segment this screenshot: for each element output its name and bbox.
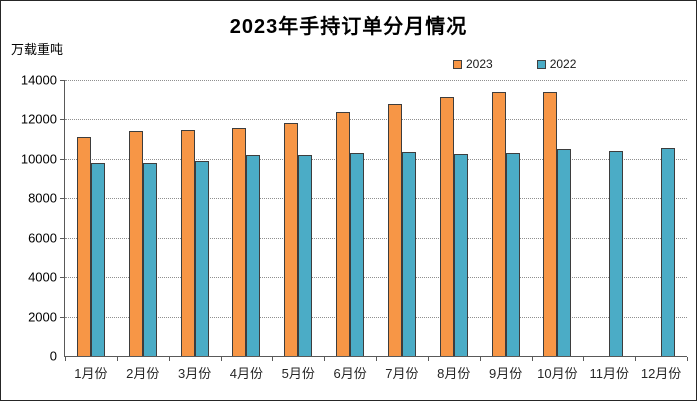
x-axis-tick [427,357,429,361]
bar-group-8月份 [428,80,480,356]
x-axis-tick [687,357,688,361]
y-tick-label-8000: 8000 [28,190,57,206]
gridline-8000 [65,198,687,200]
legend: 2023 2022 [453,57,576,71]
legend-swatch-2023 [453,59,462,69]
bar-2022-1月份 [90,162,105,356]
bar-2022-10月份 [557,149,572,356]
bar-2022-3月份 [194,160,209,356]
bar-2022-2月份 [142,162,157,356]
y-tick-label-4000: 4000 [28,269,57,285]
bar-2023-9月份 [491,91,506,356]
plot-area: 0 2000 4000 6000 8000 10000 12000 14000 1月份 2月份 3月… [21,73,688,381]
gridline-12000 [65,119,687,121]
bar-group-7月份 [376,80,428,356]
bar-2023-5月份 [284,123,299,356]
x-axis-tick [168,357,170,361]
x-axis-tick [531,357,533,361]
legend-item-2022: 2022 [536,57,577,71]
x-axis-tick [583,357,585,361]
x-axis-tick [272,357,274,361]
x-axis-label-10月份: 10月份 [537,366,578,381]
y-axis-tick [60,158,64,160]
legend-item-2023: 2023 [453,57,493,71]
y-tick-label-10000: 10000 [20,151,57,167]
bar-2022-4月份 [246,154,261,356]
x-axis-tick [479,357,481,361]
y-tick-label-0: 0 [49,348,57,364]
bar-2022-9月份 [505,152,520,356]
bar-2022-12月份 [661,148,676,356]
x-axis-label-8月份: 8月份 [437,366,471,381]
y-axis-tick [60,237,64,239]
x-axis-tick [65,357,66,361]
x-axis-tick [220,357,222,361]
legend-swatch-2022 [536,59,546,69]
gridline-10000 [65,158,687,160]
y-axis-tick [60,80,64,81]
bar-2023-4月份 [232,128,247,356]
chart-title: 2023年手持订单分月情况 [229,16,468,38]
bar-group-11月份 [583,80,635,356]
bar-2023-6月份 [336,111,351,356]
bar-2022-5月份 [298,154,313,356]
gridline-4000 [65,277,687,279]
bar-2022-11月份 [609,150,624,356]
x-axis-label-12月份: 12月份 [640,366,682,381]
y-tick-label-12000: 12000 [20,111,57,127]
bar-2023-7月份 [387,103,402,356]
y-tick-label-6000: 6000 [28,230,57,246]
bar-group-10月份 [532,80,584,356]
x-axis-label-6月份: 6月份 [333,366,367,381]
y-axis-tick [60,119,64,121]
bar-2023-1月份 [76,137,91,356]
y-axis-unit-label: 万载重吨 [11,42,64,57]
x-axis-tick [116,357,118,361]
bar-group-6月份 [324,80,376,356]
x-axis-tick [635,357,637,361]
x-axis-label-4月份: 4月份 [229,366,264,381]
legend-label: 2023 [466,57,493,71]
bar-2022-6月份 [350,152,365,356]
bar-group-1月份 [65,80,117,356]
bar-group-12月份 [635,80,687,356]
y-tick-label-14000: 14000 [20,72,57,88]
y-tick-label-2000: 2000 [28,309,57,325]
gridline-14000 [65,80,687,81]
bar-group-2月份 [117,80,169,356]
bar-2023-2月份 [128,131,143,356]
x-axis-tick [324,357,326,361]
y-axis-tick [60,198,64,200]
bar-2023-8月份 [439,96,454,356]
bar-group-5月份 [272,80,324,356]
x-axis-label-1月份: 1月份 [74,366,108,381]
bar-2023-3月份 [180,130,195,356]
bar-group-9月份 [480,80,532,356]
gridline-2000 [65,316,687,318]
legend-label: 2022 [549,57,577,71]
x-axis-label-5月份: 5月份 [281,366,315,381]
x-axis-tick [376,357,377,361]
x-axis-label-3月份: 3月份 [177,366,212,381]
x-axis-label-2月份: 2月份 [126,366,160,381]
bar-2023-10月份 [543,91,558,356]
bar-2022-8月份 [453,153,468,356]
x-axis-label-9月份: 9月份 [488,366,523,381]
x-axis-label-11月份: 11月份 [589,366,630,381]
y-axis-tick [60,277,64,279]
gridline-6000 [65,237,687,239]
bar-group-3月份 [169,80,221,356]
x-axis-label-7月份: 7月份 [385,366,419,381]
y-axis-tick [60,316,64,318]
bar-2022-7月份 [401,151,416,356]
bar-group-4月份 [221,80,273,356]
